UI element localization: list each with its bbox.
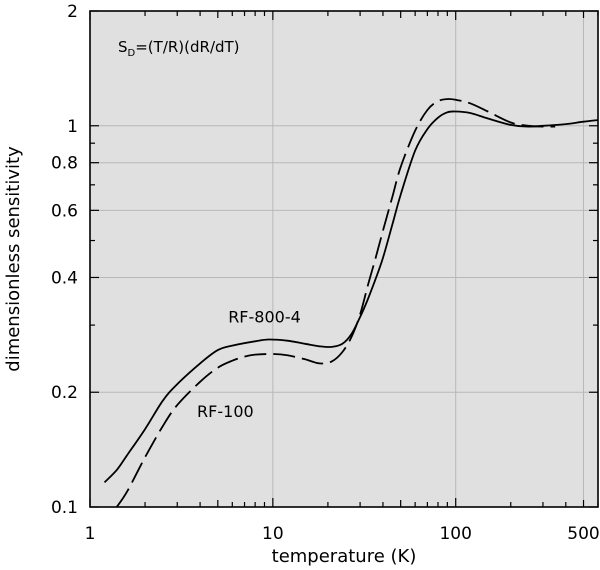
y-tick-label: 0.6: [51, 201, 78, 221]
series-line-rf-100: [115, 98, 556, 508]
y-tick-label: 0.2: [51, 383, 78, 403]
x-tick-label: 10: [262, 524, 284, 544]
tick-labels: 1 10 100 500 0.1 0.2 0.4 0.6 0.8 1 2: [51, 2, 600, 544]
x-tick-label: 500: [567, 524, 599, 544]
series-line-rf-800-4: [103, 110, 599, 484]
y-tick-label: 1: [67, 117, 78, 137]
formula-annotation: SD=(T/R)(dR/dT): [118, 38, 240, 59]
grid-lines: [90, 11, 598, 507]
formula-main: S: [118, 38, 128, 56]
series-label-rf-100: RF-100: [197, 402, 254, 421]
series-labels: RF-800-4 RF-100: [197, 307, 301, 421]
x-tick-label: 1: [85, 524, 96, 544]
y-tick-label: 2: [67, 2, 78, 22]
x-axis-title: temperature (K): [272, 546, 417, 567]
formula-rest: =(T/R)(dR/dT): [135, 38, 239, 56]
plot-background: [90, 11, 598, 507]
y-tick-label: 0.8: [51, 154, 78, 174]
axis-ticks: [89, 10, 599, 508]
y-tick-label: 0.4: [51, 268, 78, 288]
plot-frame: [89, 10, 599, 508]
series-lines: [103, 98, 599, 508]
x-tick-label: 100: [439, 524, 471, 544]
formula-subscript: D: [128, 48, 136, 59]
y-tick-label: 0.1: [51, 498, 78, 518]
y-axis-title: dimensionless sensitivity: [3, 146, 24, 372]
series-label-rf-800-4: RF-800-4: [228, 307, 301, 326]
